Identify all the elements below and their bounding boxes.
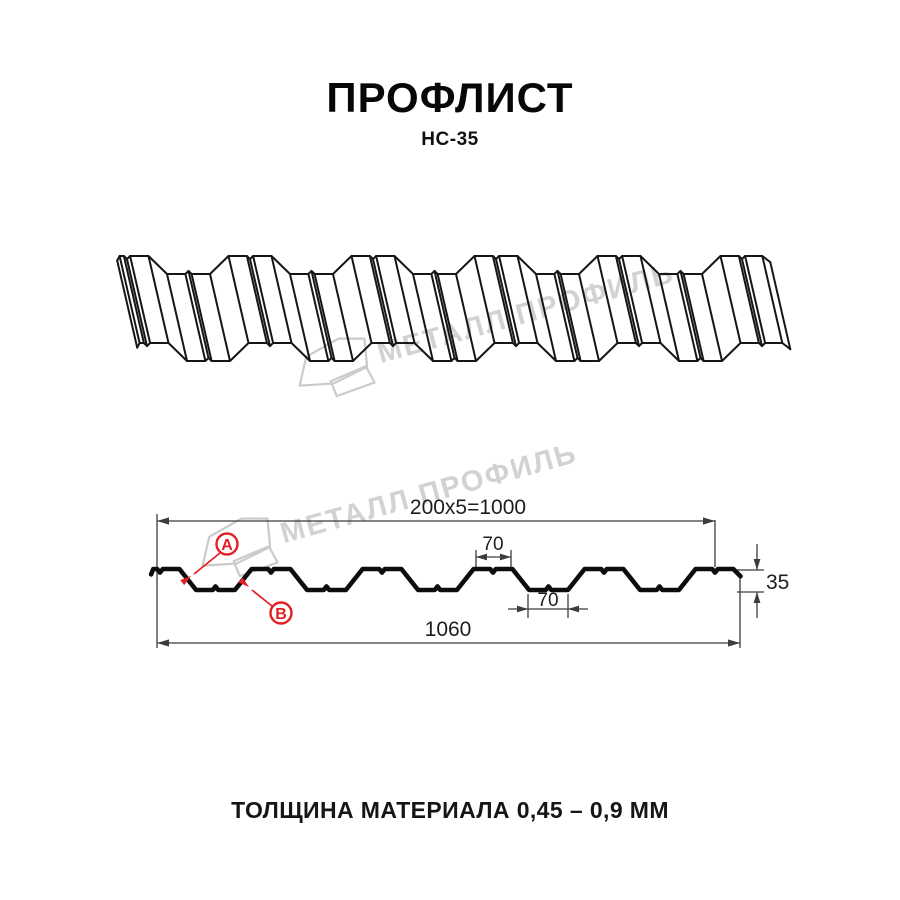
metall-profil-logo-icon	[201, 517, 279, 578]
thickness-note: ТОЛЩИНА МАТЕРИАЛА 0,45 – 0,9 ММ	[231, 797, 669, 823]
iso-view	[116, 255, 792, 362]
dim-rib-bottom-label: 70	[537, 590, 558, 611]
dim-top-label: 200x5=1000	[410, 496, 526, 519]
page-title: ПРОФЛИСТ	[326, 74, 574, 121]
watermark-text: МЕТАЛЛ ПРОФИЛЬ	[277, 437, 581, 550]
dim-height-label: 35	[766, 571, 789, 594]
dimension-lines	[156, 514, 764, 648]
callout-b-label: B	[275, 606, 287, 623]
dim-rib-top-label: 70	[482, 534, 503, 555]
profile-model-code: НС-35	[421, 129, 479, 150]
callout-a: A	[180, 532, 239, 586]
dim-total-label: 1060	[425, 618, 472, 641]
cross-section	[148, 566, 743, 593]
metall-profil-logo-icon	[298, 337, 376, 398]
callout-a-label: A	[221, 537, 233, 554]
callout-b: B	[238, 577, 293, 625]
